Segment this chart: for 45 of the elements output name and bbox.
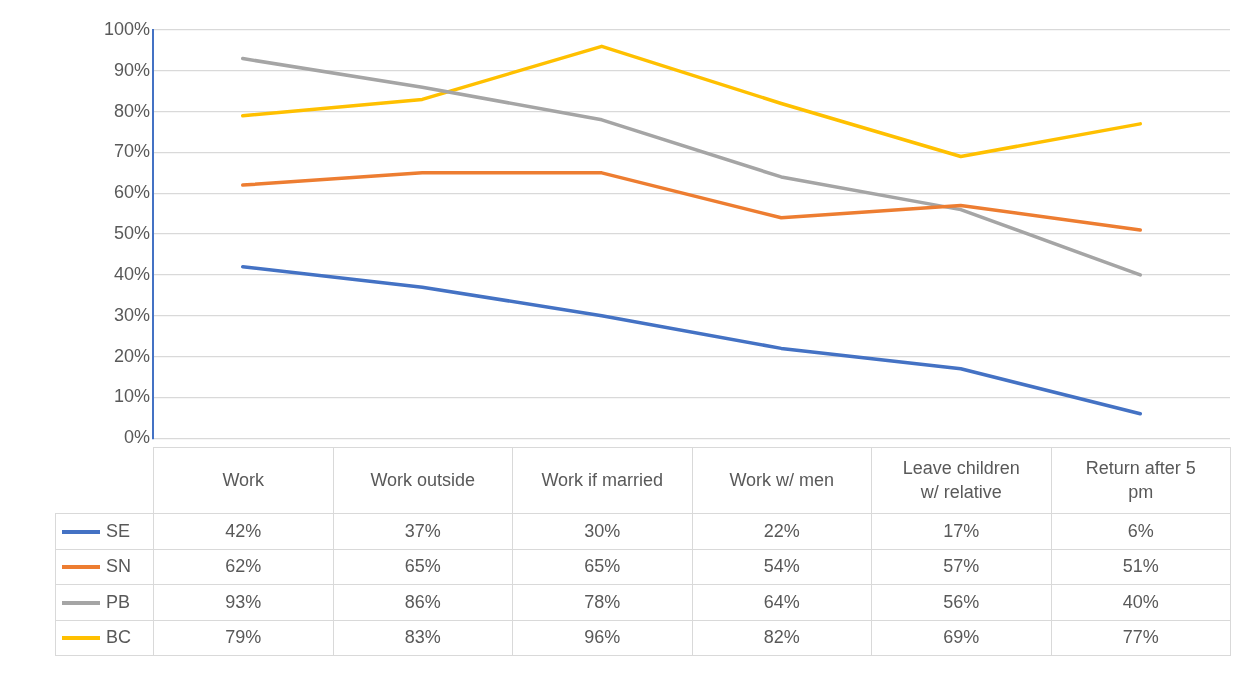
x-tick-label: Work	[153, 447, 333, 514]
x-tick-label: Work if married	[512, 447, 692, 514]
data-label: 37%	[333, 513, 513, 549]
data-label: 6%	[1051, 513, 1231, 549]
legend-label: PB	[55, 584, 154, 620]
y-tick-label: 0%	[123, 427, 150, 448]
data-label: 51%	[1051, 549, 1231, 585]
x-tick-label: Work w/ men	[692, 447, 872, 514]
data-label: 82%	[692, 620, 872, 656]
data-label: 86%	[333, 584, 513, 620]
data-label: 57%	[871, 549, 1051, 585]
y-tick-label: 80%	[113, 100, 150, 121]
y-tick-label: 50%	[113, 223, 150, 244]
legend-label: SN	[55, 549, 154, 585]
data-label: 17%	[871, 513, 1051, 549]
y-tick-label: 30%	[113, 304, 150, 325]
data-label: 77%	[1051, 620, 1231, 656]
data-label: 79%	[153, 620, 333, 656]
data-label: 96%	[512, 620, 692, 656]
data-label: 69%	[871, 620, 1051, 656]
data-label: 56%	[871, 584, 1051, 620]
y-tick-label: 100%	[103, 18, 150, 39]
legend-label: BC	[55, 620, 154, 656]
data-label: 64%	[692, 584, 872, 620]
data-label: 83%	[333, 620, 513, 656]
x-tick-label: Return after 5 pm	[1051, 447, 1231, 514]
y-tick-label: 10%	[113, 386, 150, 407]
data-label: 65%	[333, 549, 513, 585]
data-label: 42%	[153, 513, 333, 549]
legend-label: SE	[55, 513, 154, 549]
data-label: 65%	[512, 549, 692, 585]
data-label: 54%	[692, 549, 872, 585]
data-label: 62%	[153, 549, 333, 585]
data-label: 40%	[1051, 584, 1231, 620]
y-tick-label: 40%	[113, 263, 150, 284]
data-label: 93%	[153, 584, 333, 620]
data-label: 22%	[692, 513, 872, 549]
x-tick-label: Work outside	[333, 447, 513, 514]
data-label: 30%	[512, 513, 692, 549]
y-tick-label: 70%	[113, 141, 150, 162]
y-tick-label: 90%	[113, 59, 150, 80]
y-tick-label: 60%	[113, 182, 150, 203]
data-label: 78%	[512, 584, 692, 620]
y-tick-label: 20%	[113, 345, 150, 366]
x-tick-label: Leave children w/ relative	[871, 447, 1051, 514]
